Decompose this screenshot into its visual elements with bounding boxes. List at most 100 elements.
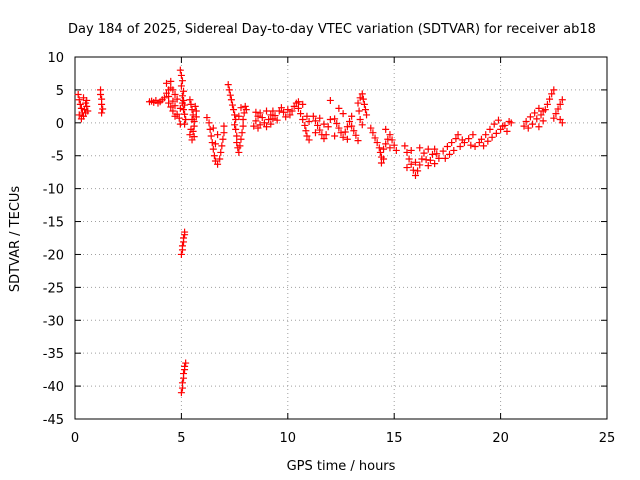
data-point (233, 132, 241, 140)
data-point (250, 122, 258, 130)
data-point (367, 124, 375, 132)
y-tick-label: -45 (43, 413, 64, 428)
data-point (252, 108, 260, 116)
data-point (326, 96, 334, 104)
data-point (454, 131, 462, 139)
data-point (256, 109, 264, 117)
data-point (316, 114, 324, 122)
data-point (348, 122, 356, 130)
tick-layer: 10 5 0 -5 -10 -15 -20 -25 -30 -35 -40 -45 0 5 10 15 20 25 (43, 51, 616, 446)
data-point (75, 96, 83, 104)
data-point (82, 109, 90, 117)
y-tick-label: 10 (47, 51, 64, 66)
data-point (218, 142, 226, 150)
data-point (207, 132, 215, 140)
data-point (177, 71, 185, 79)
data-point (552, 110, 560, 118)
y-tick-label: -15 (43, 216, 64, 231)
data-point (356, 94, 364, 102)
data-point (439, 147, 447, 155)
data-point (226, 91, 234, 99)
plot-frame (74, 56, 608, 420)
data-point (535, 104, 543, 112)
data-point (450, 146, 458, 154)
data-point (187, 100, 195, 108)
data-point (443, 143, 451, 151)
data-point (187, 125, 195, 133)
data-point (171, 112, 179, 120)
data-marks (74, 66, 566, 397)
data-point (363, 111, 371, 119)
data-point (214, 131, 222, 139)
data-point (543, 100, 551, 108)
data-point (182, 359, 190, 367)
data-point (237, 104, 245, 112)
data-point (176, 66, 184, 74)
data-point (228, 101, 236, 109)
data-point (209, 145, 217, 153)
data-point (203, 114, 211, 122)
data-point (550, 114, 558, 122)
data-point (301, 121, 309, 129)
data-point (546, 95, 554, 103)
data-point (302, 127, 310, 135)
data-point (477, 135, 485, 143)
data-point (358, 90, 366, 98)
data-point (273, 116, 281, 124)
data-point (175, 114, 183, 122)
data-point (524, 124, 532, 132)
data-point (352, 131, 360, 139)
data-point (339, 133, 347, 141)
data-point (252, 117, 260, 125)
data-point (343, 135, 351, 143)
data-point (392, 146, 400, 154)
data-point (484, 137, 492, 145)
data-point (75, 111, 83, 119)
data-point (297, 110, 305, 118)
data-point (558, 119, 566, 127)
data-point (490, 120, 498, 128)
data-point (486, 125, 494, 133)
data-point (236, 142, 244, 150)
data-point (548, 90, 556, 98)
data-point (558, 96, 566, 104)
data-point (188, 136, 196, 144)
chart-title: Day 184 of 2025, Sidereal Day-to-day VTE… (68, 22, 596, 37)
data-point (550, 86, 558, 94)
data-point (431, 160, 439, 168)
data-point (232, 125, 240, 133)
data-point (282, 113, 290, 121)
data-point (180, 106, 188, 114)
data-point (316, 126, 324, 134)
data-point (299, 116, 307, 124)
data-point (242, 106, 250, 114)
data-point (254, 124, 262, 132)
data-point (169, 107, 177, 115)
data-point (280, 108, 288, 116)
data-point (416, 161, 424, 169)
data-point (535, 123, 543, 131)
data-point (431, 145, 439, 153)
data-point (190, 118, 198, 126)
data-point (181, 120, 189, 128)
data-point (288, 107, 296, 115)
data-point (467, 141, 475, 149)
data-point (420, 149, 428, 157)
data-point (181, 228, 189, 236)
data-point (99, 105, 107, 113)
data-point (422, 156, 430, 164)
data-point (492, 129, 500, 137)
data-point (235, 112, 243, 120)
data-point (456, 143, 464, 151)
data-point (377, 159, 385, 167)
data-point (216, 155, 224, 163)
data-point (384, 135, 392, 143)
data-point (435, 154, 443, 162)
data-point (303, 132, 311, 140)
data-point (441, 154, 449, 162)
data-point (267, 120, 275, 128)
data-point (163, 79, 171, 87)
x-axis-label: GPS time / hours (287, 459, 396, 474)
data-point (209, 124, 217, 132)
data-point (169, 86, 177, 94)
